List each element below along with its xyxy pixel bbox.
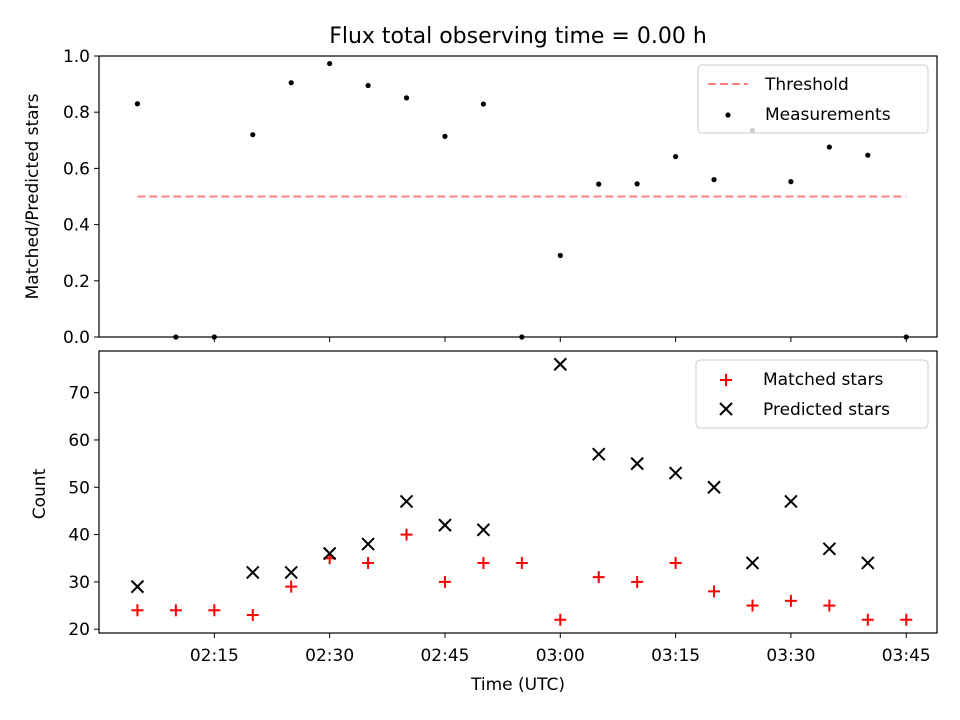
measurement-point	[596, 181, 602, 187]
matched-star-point	[554, 613, 567, 626]
matched-star-point	[746, 599, 759, 612]
top-legend: Threshold Measurements	[697, 64, 929, 134]
measurement-point	[480, 101, 487, 107]
bottom-y-tick-label: 50	[68, 478, 90, 498]
matched-star-point	[900, 613, 913, 626]
predicted-star-point	[553, 357, 567, 371]
matched-star-point	[131, 604, 144, 617]
predicted-star-point	[630, 456, 644, 471]
top-x-ticks	[213, 337, 907, 342]
matched-star-point	[708, 585, 721, 598]
x-tick-label: 03:00	[536, 646, 585, 666]
measurement-point	[673, 153, 679, 160]
measurement-point	[865, 152, 871, 158]
matched-star-point	[515, 556, 528, 569]
matched-star-point	[362, 556, 375, 569]
chart-title: Flux total observing time = 0.00 h	[329, 24, 707, 49]
bottom-axes-frame	[98, 350, 938, 634]
x-axis-label: Time (UTC)	[470, 675, 565, 695]
x-tick-label: 02:15	[190, 646, 239, 666]
predicted-star-point	[438, 518, 452, 532]
matched-star-point	[823, 599, 836, 612]
predicted-star-point	[861, 556, 875, 570]
matched-star-point	[592, 571, 605, 584]
measurement-point	[134, 101, 141, 107]
legend-measurements-label: Measurements	[765, 105, 891, 125]
matched-star-point	[208, 604, 221, 617]
bottom-legend: Matched stars Predicted stars	[695, 359, 929, 429]
top-y-tick-label: 0.0	[63, 328, 90, 348]
top-panel: 0.0 0.2 0.4 0.6 0.8 1.0 Matched/Predicted sta…	[23, 47, 938, 348]
x-tick-label: 03:45	[882, 646, 931, 666]
measurement-point	[327, 60, 333, 67]
legend-matched-label: Matched stars	[763, 370, 883, 390]
top-y-tick-label: 0.4	[63, 216, 90, 236]
x-tick-label: 02:45	[420, 646, 469, 666]
measurement-point	[365, 82, 371, 89]
measurement-point	[442, 133, 448, 139]
legend-measurements-swatch	[725, 112, 731, 118]
matched-star-point	[169, 604, 182, 617]
top-y-tick-label: 0.8	[63, 103, 90, 123]
bottom-y-axis-label: Count	[30, 468, 50, 519]
predicted-star-point	[322, 546, 337, 561]
predicted-star-point	[284, 565, 298, 580]
bottom-y-tick-label: 30	[68, 573, 90, 593]
legend-threshold-label: Threshold	[764, 75, 849, 95]
legend-predicted-label: Predicted stars	[763, 400, 890, 420]
matched-star-point	[669, 556, 682, 569]
bottom-x-ticks: 02:15 02:30 02:45 03:00 03:15 03:30 03:45	[190, 633, 931, 666]
predicted-star-point	[399, 494, 414, 509]
predicted-star-point	[668, 466, 683, 480]
measurement-point	[288, 80, 294, 86]
bottom-legend-box	[695, 359, 929, 429]
matched-star-point	[477, 556, 490, 569]
top-y-axis-label: Matched/Predicted stars	[23, 93, 43, 299]
matched-star-point	[438, 575, 451, 588]
measurement-point	[403, 95, 410, 101]
bottom-y-tick-label: 70	[68, 384, 90, 404]
predicted-star-point	[246, 565, 260, 580]
measurement-point	[788, 179, 794, 185]
bottom-panel: 20 30 40 50 60 70 02:15 02:30 02:45 03:00 03:15 03…	[30, 350, 938, 695]
top-y-ticks: 0.0 0.2 0.4 0.6 0.8 1.0	[63, 47, 99, 348]
top-y-tick-label: 0.2	[63, 272, 90, 292]
measurement-point	[634, 181, 640, 187]
legend-predicted-swatch	[719, 402, 733, 416]
predicted-star-point	[707, 480, 721, 494]
matched-star-point	[400, 528, 413, 541]
measurement-point	[557, 252, 563, 259]
x-tick-label: 03:15	[651, 646, 700, 666]
predicted-star-point	[822, 542, 837, 556]
top-axes-frame	[98, 55, 938, 338]
measurement-point	[250, 132, 256, 138]
matched-star-point	[861, 613, 874, 626]
matched-star-point	[631, 575, 644, 588]
predicted-star-point	[361, 537, 375, 551]
predicted-star-point	[745, 556, 760, 570]
top-legend-box	[697, 64, 929, 134]
matched-star-point	[784, 594, 797, 607]
top-y-tick-label: 0.6	[63, 159, 90, 179]
predicted-star-point	[130, 579, 145, 594]
top-y-tick-label: 1.0	[63, 47, 90, 67]
matched-star-point	[246, 609, 259, 622]
x-tick-label: 03:30	[766, 646, 815, 666]
bottom-y-tick-label: 60	[68, 431, 90, 451]
bottom-y-tick-label: 20	[68, 620, 90, 640]
x-tick-label: 02:30	[305, 646, 354, 666]
count-points	[130, 357, 913, 626]
matched-star-point	[285, 580, 298, 593]
measurement-point	[711, 177, 717, 183]
measurement-point	[826, 144, 832, 150]
predicted-star-point	[784, 494, 798, 509]
bottom-y-tick-label: 40	[68, 526, 90, 546]
predicted-star-point	[476, 523, 491, 537]
bottom-y-ticks: 20 30 40 50 60 70	[68, 384, 99, 640]
predicted-star-point	[592, 447, 606, 461]
legend-matched-swatch	[720, 374, 732, 386]
